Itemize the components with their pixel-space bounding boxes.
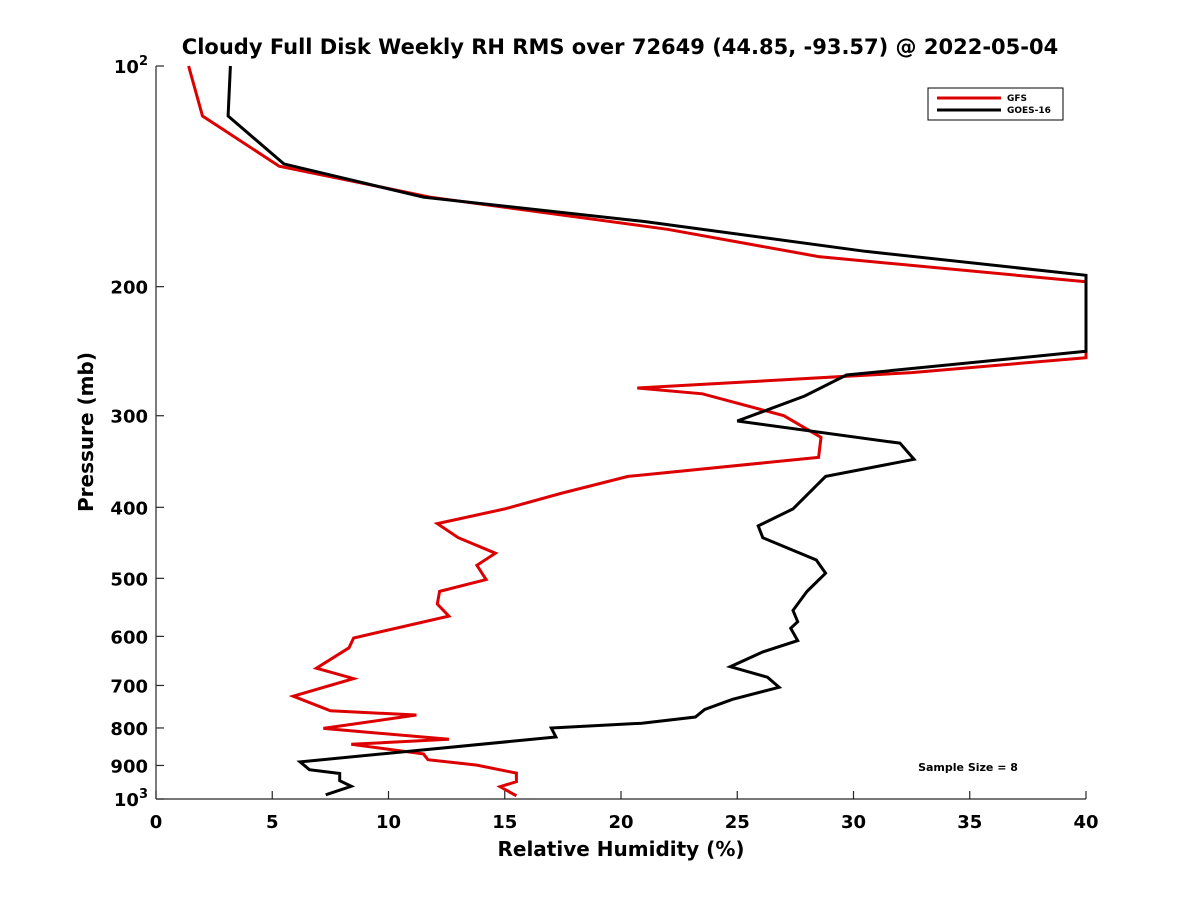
x-tick-label: 30: [841, 812, 866, 833]
x-ticks: 0 5 10 15 20 25 30 35 40: [150, 791, 1099, 833]
y-tick-label: 200: [110, 278, 148, 299]
series-line-goes-16: [226, 65, 1088, 797]
y-tick-label: 103: [114, 787, 148, 811]
x-tick-label: 15: [492, 812, 517, 833]
plot-frame: [156, 66, 1086, 799]
x-tick-label: 25: [725, 812, 750, 833]
x-tick-label: 5: [266, 812, 279, 833]
y-tick-label: 800: [110, 719, 148, 740]
y-tick-label: 400: [110, 498, 148, 519]
legend-label-gfs: GFS: [1007, 94, 1027, 104]
plot-area: 0 5 10 15 20 25 30 35 40 102 200 300 400 500 600 700 80…: [110, 54, 1098, 833]
x-tick-label: 10: [376, 812, 401, 833]
y-tick-label: 300: [110, 407, 148, 428]
y-tick-label: 102: [114, 54, 148, 78]
sample-size-annotation: Sample Size = 8: [918, 761, 1018, 774]
chart-title: Cloudy Full Disk Weekly RH RMS over 7264…: [182, 35, 1058, 59]
y-axis-label: Pressure (mb): [74, 352, 98, 512]
y-tick-label: 500: [110, 569, 148, 590]
legend-box: [927, 87, 1064, 121]
legend-label-goes-16: GOES-16: [1007, 106, 1051, 116]
x-tick-label: 35: [957, 812, 982, 833]
y-tick-label: 900: [110, 756, 148, 777]
x-tick-label: 0: [150, 812, 163, 833]
x-tick-label: 20: [608, 812, 633, 833]
y-ticks: 102 200 300 400 500 600 700 800 900 103: [110, 54, 164, 811]
y-tick-label: 700: [110, 676, 148, 697]
x-axis-label: Relative Humidity (%): [497, 837, 744, 861]
series-layer: [187, 65, 1088, 798]
y-tick-label: 600: [110, 627, 148, 648]
legend: GFS GOES-16: [927, 87, 1064, 121]
x-tick-label: 40: [1073, 812, 1098, 833]
